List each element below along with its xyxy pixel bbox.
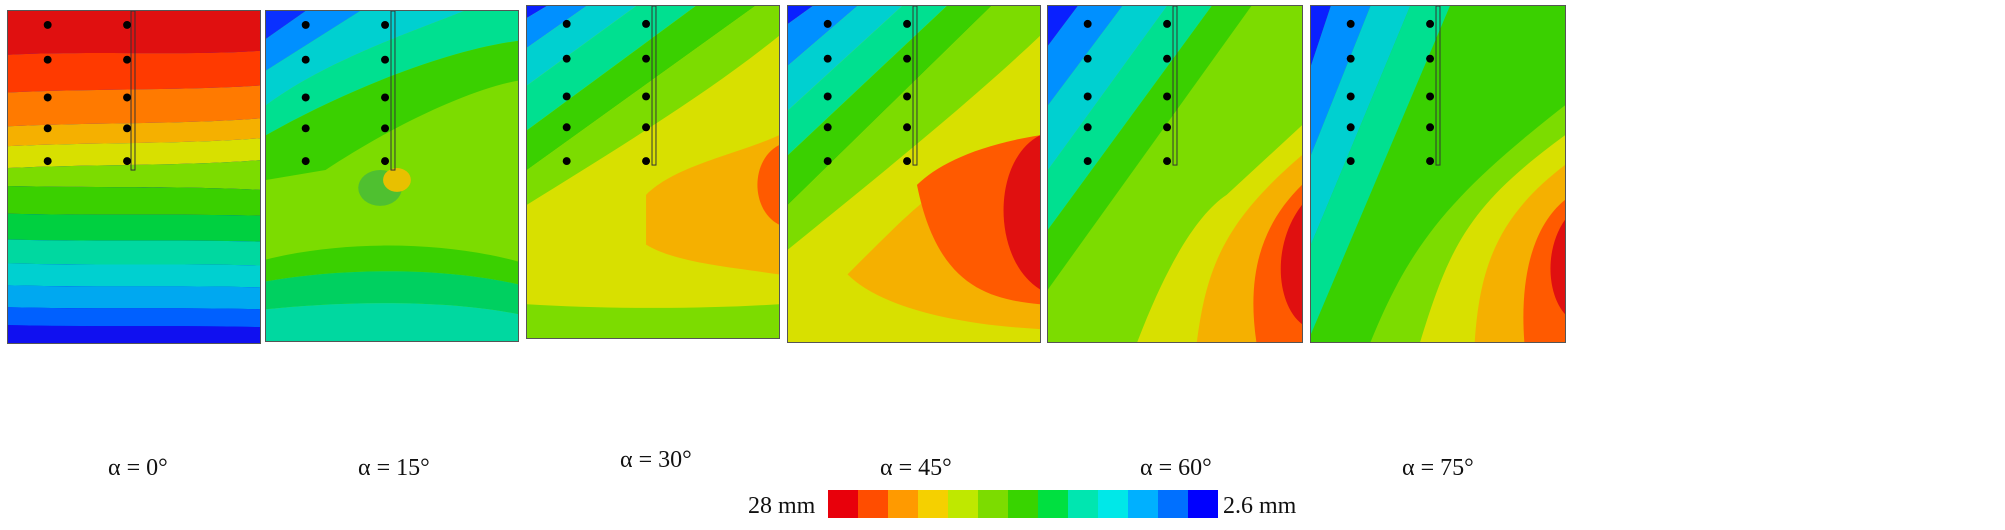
caption-alpha-30: α = 30° [620, 447, 692, 473]
contour-panel-alpha-0 [7, 10, 261, 344]
legend-swatch [1188, 490, 1218, 518]
sensor-dots [562, 19, 651, 166]
legend-swatch [888, 490, 918, 518]
caption-alpha-15: α = 15° [358, 455, 430, 481]
contour-plot [1048, 6, 1302, 342]
legend-max-label: 28 mm [748, 493, 816, 519]
legend-swatch [1098, 490, 1128, 518]
contour-panel-alpha-45 [787, 5, 1041, 343]
contour-plot [266, 11, 518, 341]
color-scale-bar [828, 490, 1218, 518]
sensor-dots [1346, 19, 1435, 166]
legend-swatch [1128, 490, 1158, 518]
caption-alpha-45: α = 45° [880, 455, 952, 481]
legend-swatch [1038, 490, 1068, 518]
legend-swatch [828, 490, 858, 518]
sensor-dots [301, 20, 390, 166]
legend-swatch [918, 490, 948, 518]
contour-plot [1311, 6, 1565, 342]
contour-panel-alpha-30 [526, 5, 780, 339]
caption-alpha-60: α = 60° [1140, 455, 1212, 481]
caption-alpha-0: α = 0° [108, 455, 168, 481]
legend-swatch [948, 490, 978, 518]
sensor-dots [823, 19, 912, 166]
contour-panel-alpha-75 [1310, 5, 1566, 343]
legend-swatch [858, 490, 888, 518]
legend-swatch [1158, 490, 1188, 518]
sensor-dots [1083, 19, 1172, 166]
legend-min-label: 2.6 mm [1223, 493, 1297, 519]
caption-alpha-75: α = 75° [1402, 455, 1474, 481]
legend-swatch [1008, 490, 1038, 518]
contour-plot [8, 11, 260, 343]
legend-swatch [978, 490, 1008, 518]
contour-panel-alpha-15 [265, 10, 519, 342]
sensor-dots [43, 20, 132, 166]
contour-panel-alpha-60 [1047, 5, 1303, 343]
contour-plot [527, 6, 779, 338]
legend-swatch [1068, 490, 1098, 518]
contour-plot [788, 6, 1040, 342]
